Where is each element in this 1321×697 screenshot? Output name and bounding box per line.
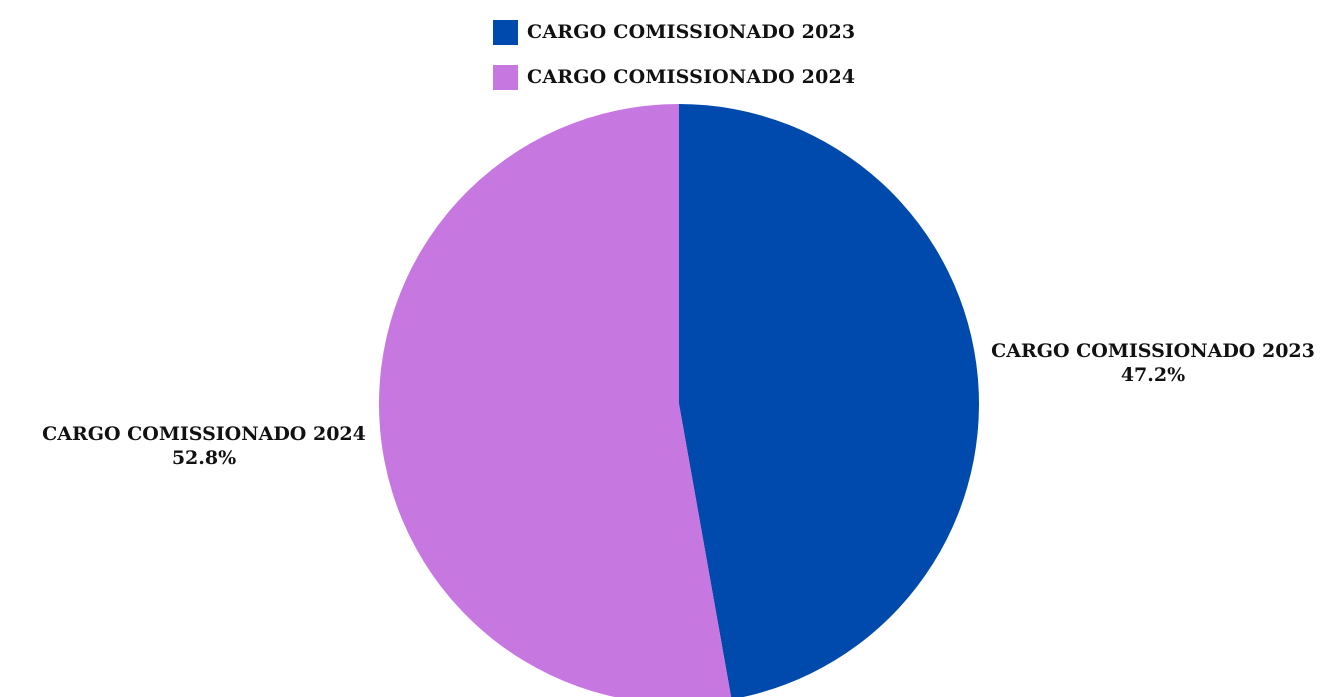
pie-slice-2024 [379,104,732,697]
slice-label-2023: CARGO COMISSIONADO 2023 47.2% [988,339,1318,387]
legend-item-2023: CARGO COMISSIONADO 2023 [493,18,855,46]
legend-item-2024: CARGO COMISSIONADO 2024 [493,63,855,91]
legend-label-2024: CARGO COMISSIONADO 2024 [527,66,856,88]
slice-label-2024-percent: 52.8% [171,447,237,469]
slice-label-2024-name: CARGO COMISSIONADO 2024 [42,423,366,445]
legend-swatch-2023 [493,19,518,45]
legend-label-2023: CARGO COMISSIONADO 2023 [527,21,856,43]
slice-label-2024: CARGO COMISSIONADO 2024 52.8% [36,422,372,470]
legend: CARGO COMISSIONADO 2023 CARGO COMISSIONA… [493,18,855,108]
slice-label-2023-percent: 47.2% [1120,364,1186,386]
legend-swatch-2024 [493,64,518,90]
pie-slice-2023 [679,104,979,697]
slice-label-2023-name: CARGO COMISSIONADO 2023 [991,340,1315,362]
